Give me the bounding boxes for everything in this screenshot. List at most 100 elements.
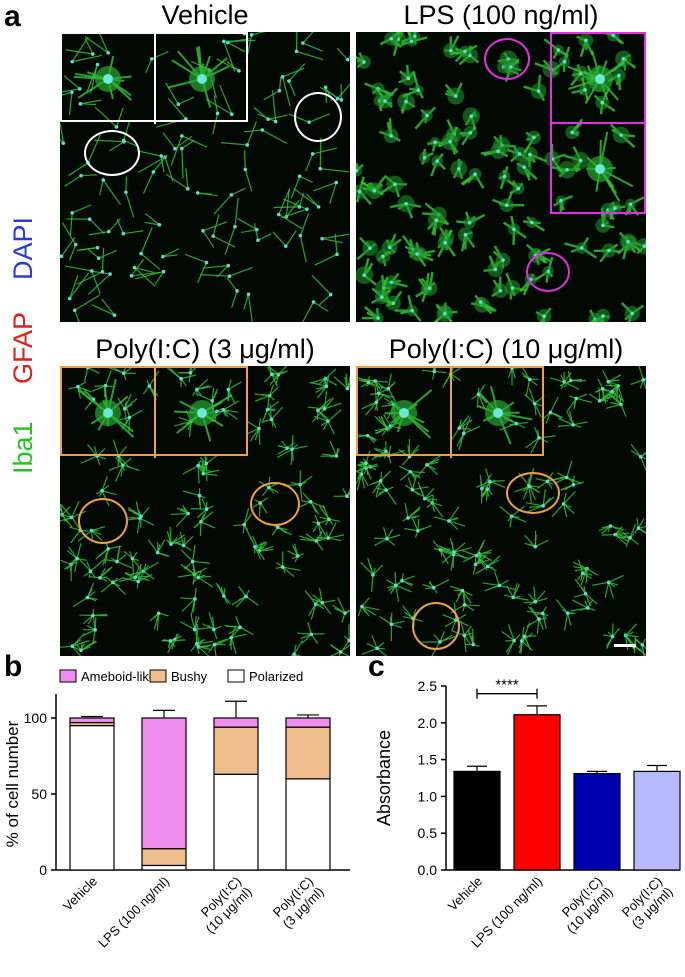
nucleus [318, 166, 323, 171]
nucleus [280, 565, 285, 569]
cell [475, 555, 501, 575]
cell [117, 393, 138, 422]
cell [516, 159, 538, 181]
nucleus [556, 48, 561, 52]
cell [180, 587, 197, 616]
nucleus [345, 57, 350, 62]
nucleus [522, 165, 526, 169]
nucleus [107, 229, 111, 234]
nucleus [211, 234, 215, 238]
cell [76, 245, 100, 252]
nucleus [73, 242, 78, 247]
cell [215, 582, 231, 605]
nucleus [628, 536, 632, 540]
nucleus [502, 174, 507, 179]
nucleus [571, 422, 575, 427]
nucleus [195, 191, 200, 195]
nucleus [362, 273, 366, 277]
cell [132, 265, 156, 287]
cell [434, 506, 466, 531]
cell [283, 470, 313, 501]
bar-segment [141, 864, 187, 871]
cell [252, 535, 274, 553]
cell [360, 557, 384, 593]
nucleus [253, 545, 257, 549]
nucleus [103, 74, 113, 84]
nucleus [595, 74, 605, 84]
cell [149, 611, 169, 631]
bar-segment [69, 717, 115, 724]
cell [379, 612, 405, 641]
cell [356, 163, 364, 177]
nucleus [493, 267, 498, 272]
nucleus [368, 246, 372, 250]
nucleus [121, 371, 126, 376]
inset-cell [77, 378, 135, 438]
bar-segment [285, 726, 331, 780]
y-tick-label: 0.5 [418, 825, 438, 841]
nucleus [345, 386, 350, 391]
nucleus [180, 146, 184, 151]
nucleus [133, 575, 138, 579]
nucleus [85, 595, 90, 600]
cell [65, 38, 95, 56]
cell [449, 44, 478, 63]
nucleus [435, 159, 439, 163]
cell [504, 583, 529, 601]
nucleus [432, 369, 437, 374]
nucleus [410, 308, 414, 313]
nucleus [72, 308, 77, 313]
cell [361, 306, 384, 322]
nucleus [485, 564, 490, 569]
nucleus [559, 198, 563, 203]
nucleus [610, 389, 615, 394]
nucleus [533, 544, 538, 549]
cell [298, 213, 310, 263]
cell [356, 236, 378, 261]
nucleus [193, 597, 197, 601]
cell [263, 76, 282, 101]
nucleus [129, 274, 134, 278]
cell [483, 255, 504, 278]
cell [370, 280, 391, 305]
cell [564, 236, 597, 259]
cell [70, 36, 103, 64]
cell [329, 643, 350, 656]
nucleus [186, 187, 190, 191]
nucleus [416, 528, 420, 533]
nucleus [132, 265, 137, 270]
nucleus [227, 274, 232, 278]
nucleus [532, 401, 537, 406]
cell [79, 608, 108, 625]
nucleus [457, 426, 462, 430]
cell [438, 126, 459, 155]
cell [325, 83, 350, 101]
cell [88, 218, 121, 236]
cell [129, 259, 161, 278]
bar-segment [213, 717, 259, 728]
bar-segment [285, 778, 331, 871]
nucleus [235, 289, 239, 293]
nucleus [70, 644, 75, 649]
nucleus [222, 39, 226, 44]
nucleus [212, 627, 216, 632]
cell [136, 150, 165, 173]
x-tick-label: Poly(I:C)(3 μg/ml) [618, 874, 676, 932]
cell [314, 233, 339, 266]
nucleus [195, 387, 199, 392]
nucleus [479, 300, 483, 304]
cell [193, 511, 215, 536]
nucleus [578, 158, 583, 163]
inset-cell [167, 46, 230, 108]
cell [180, 544, 210, 579]
cell [450, 415, 473, 441]
nucleus [229, 635, 234, 640]
bar [573, 772, 621, 871]
nucleus [112, 313, 117, 317]
nucleus [67, 296, 72, 301]
nucleus [362, 60, 366, 64]
cell [170, 134, 208, 166]
nucleus [626, 239, 630, 244]
cell [603, 385, 624, 402]
nucleus [548, 410, 553, 415]
